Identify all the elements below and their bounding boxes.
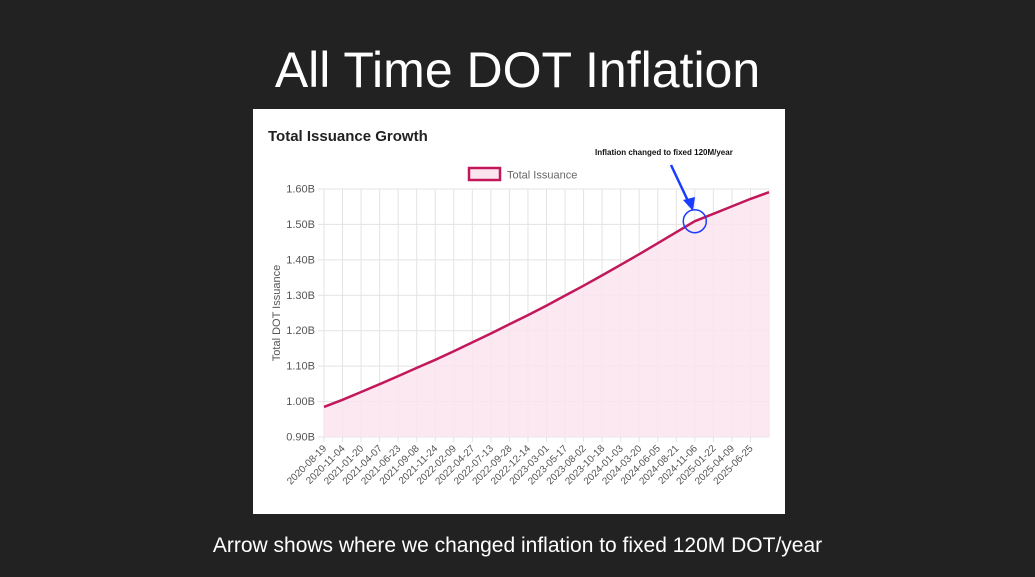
y-tick-label: 1.00B	[286, 396, 315, 408]
y-tick-label: 1.20B	[286, 325, 315, 337]
slide-title: All Time DOT Inflation	[274, 42, 761, 98]
legend: Total Issuance	[467, 166, 577, 182]
y-tick-label: 0.90B	[286, 432, 315, 444]
annotation-label: Inflation changed to fixed 120M/year	[595, 148, 733, 157]
y-tick-label: 1.50B	[286, 219, 315, 231]
series-area-total-issuance	[324, 192, 769, 437]
y-tick-label: 1.10B	[286, 361, 315, 373]
legend-label: Total Issuance	[507, 170, 577, 182]
y-tick-label: 1.40B	[286, 254, 315, 266]
y-tick-label: 1.60B	[286, 184, 315, 196]
y-tick-label: 1.30B	[286, 290, 315, 302]
chart: Total Issuance Growth 0.90B 1.00B 1.10B 1.2…	[268, 128, 770, 487]
annotation-arrowhead	[683, 197, 695, 211]
y-axis-title: Total DOT Issuance	[271, 265, 283, 361]
plot-area	[323, 191, 770, 437]
chart-card: Total Issuance Growth 0.90B 1.00B 1.10B 1.2…	[253, 109, 785, 514]
series-line-total-issuance	[323, 191, 770, 409]
chart-title: Total Issuance Growth	[268, 128, 428, 145]
annotation-arrow	[669, 164, 690, 202]
legend-swatch	[467, 166, 502, 182]
caption: Arrow shows where we changed inflation t…	[212, 534, 823, 557]
annotation-circle	[682, 208, 708, 234]
annotation: Inflation changed to fixed 120M/year	[595, 148, 733, 234]
